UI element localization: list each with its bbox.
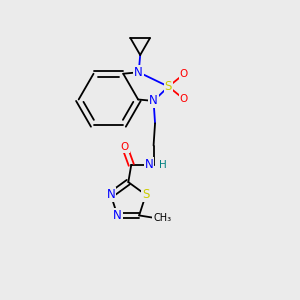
Text: H: H — [159, 160, 167, 170]
Text: N: N — [145, 158, 154, 171]
Text: S: S — [142, 188, 149, 201]
Text: S: S — [165, 80, 172, 93]
Text: N: N — [134, 66, 143, 79]
Text: CH₃: CH₃ — [153, 213, 171, 223]
Text: N: N — [149, 94, 158, 107]
Text: O: O — [180, 69, 188, 79]
Text: O: O — [121, 142, 129, 152]
Text: O: O — [180, 94, 188, 104]
Text: N: N — [113, 209, 122, 222]
Text: N: N — [106, 188, 115, 201]
